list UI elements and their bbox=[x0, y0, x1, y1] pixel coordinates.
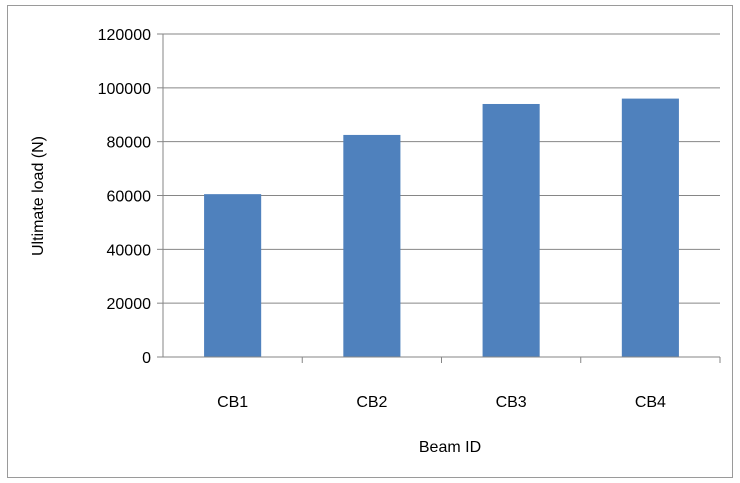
y-axis-title: Ultimate load (N) bbox=[30, 136, 47, 256]
x-tick-label: CB3 bbox=[496, 394, 527, 411]
bar-cb1 bbox=[204, 194, 262, 357]
y-tick-labels: 0 20000 40000 60000 80000 100000 120000 bbox=[98, 27, 151, 367]
y-tick-label: 80000 bbox=[107, 135, 152, 152]
x-tick-labels: CB1 CB2 CB3 CB4 bbox=[217, 394, 666, 411]
y-tick-label: 100000 bbox=[98, 81, 151, 98]
bar-cb3 bbox=[482, 103, 540, 357]
y-tick-label: 60000 bbox=[107, 189, 152, 206]
bars bbox=[204, 98, 679, 357]
x-axis-title: Beam ID bbox=[419, 439, 481, 456]
y-tick-label: 0 bbox=[142, 350, 151, 367]
y-tick-label: 120000 bbox=[98, 27, 151, 44]
y-tick-label: 40000 bbox=[107, 242, 152, 259]
bar-cb2 bbox=[343, 134, 401, 357]
x-tick-label: CB4 bbox=[635, 394, 666, 411]
y-tick-label: 20000 bbox=[107, 296, 152, 313]
bar-cb4 bbox=[621, 98, 679, 357]
axes bbox=[162, 34, 720, 358]
x-tick-label: CB1 bbox=[217, 394, 248, 411]
x-tick-label: CB2 bbox=[356, 394, 387, 411]
